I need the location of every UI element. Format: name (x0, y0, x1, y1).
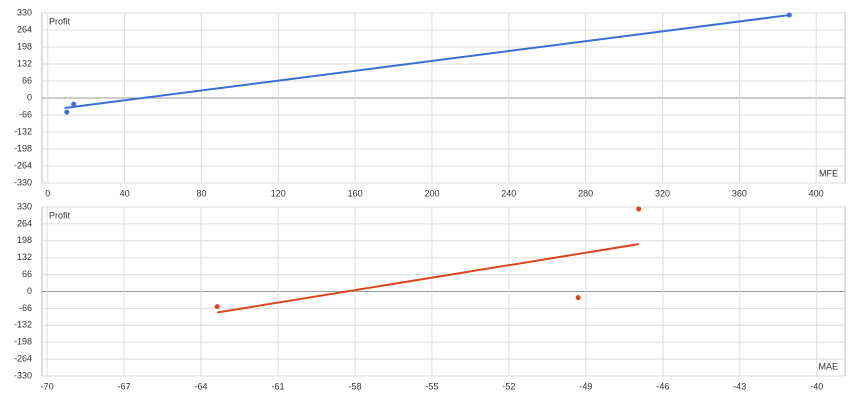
y-tick-label: 0 (27, 92, 32, 102)
x-tick-label: -40 (810, 381, 823, 391)
x-tick-label: 0 (45, 188, 50, 198)
y-tick-label: -330 (14, 370, 32, 380)
y-tick-label: 198 (17, 235, 32, 245)
x-tick-label: -64 (195, 381, 208, 391)
x-tick-label: -67 (118, 381, 131, 391)
x-tick-label: -46 (656, 381, 669, 391)
y-tick-label: -132 (14, 320, 32, 330)
x-axis-label: MFE (819, 168, 838, 178)
point (786, 12, 792, 18)
point (71, 101, 77, 107)
point (64, 109, 70, 115)
x-tick-label: -61 (272, 381, 285, 391)
y-tick-label: 330 (17, 201, 32, 211)
x-tick-label: 40 (120, 188, 130, 198)
y-tick-label: -264 (14, 353, 32, 363)
x-tick-label: 160 (348, 188, 363, 198)
x-tick-label: -43 (733, 381, 746, 391)
point (214, 304, 220, 310)
x-tick-label: 400 (809, 188, 824, 198)
x-tick-label: 80 (196, 188, 206, 198)
y-axis-label: Profit (49, 16, 71, 26)
y-tick-label: 0 (27, 286, 32, 296)
y-tick-label: 132 (17, 58, 32, 68)
y-tick-label: 198 (17, 41, 32, 51)
x-tick-label: -52 (502, 381, 515, 391)
x-tick-label: -58 (348, 381, 361, 391)
y-tick-label: -66 (19, 109, 32, 119)
y-tick-label: -198 (14, 143, 32, 153)
trend-line (217, 243, 639, 314)
point (636, 206, 642, 212)
y-tick-label: 264 (17, 218, 32, 228)
y-tick-label: 264 (17, 24, 32, 34)
x-tick-label: 120 (271, 188, 286, 198)
point (575, 295, 581, 301)
y-tick-label: 330 (17, 7, 32, 17)
y-tick-label: -66 (19, 303, 32, 313)
x-tick-label: -70 (41, 381, 54, 391)
x-tick-label: 360 (732, 188, 747, 198)
y-tick-label: 66 (22, 269, 32, 279)
trend-line (64, 14, 790, 110)
y-tick-label: -198 (14, 337, 32, 347)
x-tick-label: -49 (579, 381, 592, 391)
x-tick-label: -55 (425, 381, 438, 391)
x-tick-label: 320 (655, 188, 670, 198)
x-tick-label: 280 (578, 188, 593, 198)
x-axis-label: MAE (818, 361, 838, 371)
y-tick-label: -330 (14, 177, 32, 187)
y-tick-label: -264 (14, 160, 32, 170)
x-tick-label: 200 (424, 188, 439, 198)
y-tick-label: 132 (17, 252, 32, 262)
y-tick-label: 66 (22, 75, 32, 85)
y-axis-label: Profit (49, 210, 71, 220)
y-tick-label: -132 (14, 126, 32, 136)
x-tick-label: 240 (501, 188, 516, 198)
